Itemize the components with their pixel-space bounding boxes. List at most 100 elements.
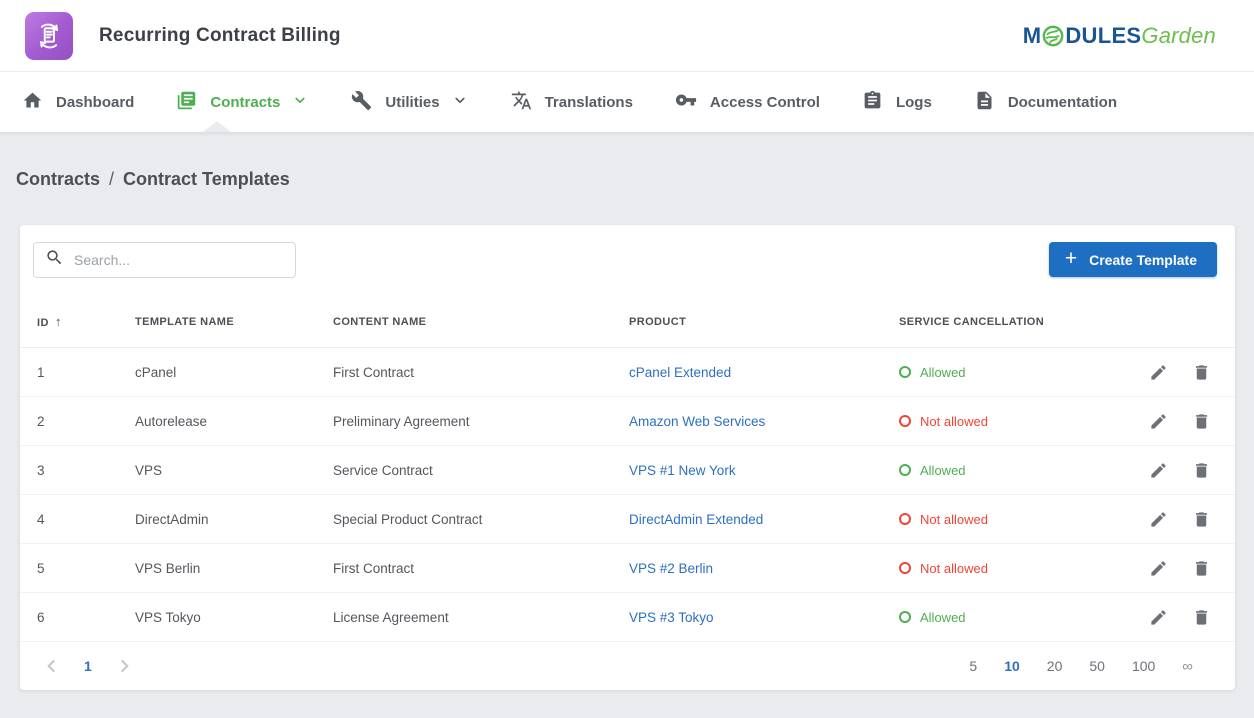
nav-item-utilities[interactable]: Utilities: [351, 90, 468, 115]
breadcrumb-separator: /: [109, 169, 115, 189]
delete-icon[interactable]: [1192, 461, 1211, 480]
table-row: 2 Autorelease Preliminary Agreement Amaz…: [20, 397, 1235, 446]
row-actions: [1093, 510, 1211, 529]
column-header-id[interactable]: ID ↑: [37, 314, 62, 329]
table-row: 3 VPS Service Contract VPS #1 New York A…: [20, 446, 1235, 495]
status-label: Allowed: [920, 364, 966, 380]
globe-icon: [1042, 25, 1064, 47]
row-template-name: VPS Berlin: [135, 560, 201, 576]
create-template-label: Create Template: [1089, 251, 1197, 268]
nav-label: Dashboard: [56, 93, 135, 111]
nav-label: Contracts: [210, 93, 281, 111]
create-template-button[interactable]: + Create Template: [1048, 242, 1217, 277]
table-row: 6 VPS Tokyo License Agreement VPS #3 Tok…: [20, 593, 1235, 642]
row-template-name: DirectAdmin: [135, 511, 209, 527]
cancellation-status: Not allowed: [899, 414, 1093, 429]
search-input[interactable]: [74, 252, 285, 268]
product-link[interactable]: VPS #1 New York: [629, 462, 736, 478]
logo-text-dules: DULES: [1065, 22, 1142, 48]
page-size-option-50[interactable]: 50: [1089, 658, 1105, 674]
edit-icon[interactable]: [1149, 510, 1168, 529]
edit-icon[interactable]: [1149, 412, 1168, 431]
nav-item-translations[interactable]: Translations: [511, 90, 633, 115]
row-actions: [1093, 461, 1211, 480]
edit-icon[interactable]: [1149, 559, 1168, 578]
card-toolbar: + Create Template: [20, 225, 1235, 296]
product-link[interactable]: Amazon Web Services: [629, 413, 766, 429]
plus-icon: +: [1064, 247, 1078, 270]
chevron-right-icon[interactable]: [114, 656, 134, 676]
main-nav: Dashboard Contracts Utilities Transla: [0, 72, 1254, 132]
current-page-number[interactable]: 1: [84, 658, 92, 674]
status-circle-icon: [899, 366, 911, 378]
page-size-option-10[interactable]: 10: [1004, 658, 1020, 674]
app-header: Recurring Contract Billing M DULES Garde…: [0, 0, 1254, 72]
edit-icon[interactable]: [1149, 608, 1168, 627]
row-id: 1: [37, 364, 45, 380]
delete-icon[interactable]: [1192, 559, 1211, 578]
translate-icon: [511, 90, 532, 115]
active-nav-notch: [203, 121, 231, 132]
nav-item-access-control[interactable]: Access Control: [675, 89, 820, 115]
breadcrumb-contracts[interactable]: Contracts: [16, 169, 101, 189]
page-size-option-100[interactable]: 100: [1131, 658, 1156, 674]
column-header-template-name[interactable]: TEMPLATE NAME: [135, 315, 235, 328]
page-size-option-5[interactable]: 5: [969, 658, 978, 674]
pagination-bar: 1 5 10 20 50 100 ∞: [20, 642, 1235, 690]
column-header-product[interactable]: PRODUCT: [629, 315, 687, 328]
logo-text-garden: Garden: [1141, 22, 1216, 48]
templates-card: + Create Template ID↑ TEMPLATE NAME CONT…: [20, 225, 1235, 690]
search-box[interactable]: [33, 242, 296, 278]
page-size-option-20[interactable]: 20: [1046, 658, 1063, 674]
table-row: 4 DirectAdmin Special Product Contract D…: [20, 495, 1235, 544]
nav-label: Logs: [895, 93, 932, 111]
product-link[interactable]: VPS #2 Berlin: [629, 560, 714, 576]
row-id: 5: [37, 560, 45, 576]
edit-icon[interactable]: [1149, 461, 1168, 480]
search-icon: [45, 248, 64, 272]
product-link[interactable]: VPS #3 Tokyo: [629, 609, 714, 625]
nav-label: Utilities: [385, 93, 440, 111]
row-template-name: VPS Tokyo: [135, 609, 201, 625]
delete-icon[interactable]: [1192, 363, 1211, 382]
clipboard-icon: [862, 90, 883, 115]
row-content-name: First Contract: [333, 364, 415, 380]
row-actions: [1093, 412, 1211, 431]
chevron-left-icon[interactable]: [42, 656, 62, 676]
breadcrumb-current-page: Contract Templates: [123, 169, 290, 189]
nav-label: Access Control: [709, 93, 820, 111]
nav-item-logs[interactable]: Logs: [862, 90, 932, 115]
delete-icon[interactable]: [1192, 608, 1211, 627]
nav-label: Translations: [544, 93, 633, 111]
delete-icon[interactable]: [1192, 412, 1211, 431]
status-label: Not allowed: [920, 511, 988, 527]
cancellation-status: Allowed: [899, 610, 1093, 625]
status-label: Allowed: [920, 462, 966, 478]
row-actions: [1093, 608, 1211, 627]
table-header: ID ↑ TEMPLATE NAME CONTENT NAME PRODUCT S…: [20, 296, 1235, 348]
edit-icon[interactable]: [1149, 363, 1168, 382]
nav-item-documentation[interactable]: Documentation: [974, 90, 1117, 115]
document-icon: [974, 90, 995, 115]
status-circle-icon: [899, 513, 911, 525]
key-icon: [675, 89, 697, 115]
modulesgarden-logo: M DULES Garden: [1023, 23, 1216, 49]
row-actions: [1093, 363, 1211, 382]
nav-item-dashboard[interactable]: Dashboard: [22, 90, 134, 115]
page-size-selector: 5 10 20 50 100 ∞: [969, 658, 1193, 675]
breadcrumb: Contracts / Contract Templates: [0, 132, 1254, 190]
row-id: 6: [37, 609, 45, 625]
product-link[interactable]: cPanel Extended: [629, 364, 732, 380]
cancellation-status: Allowed: [899, 463, 1093, 478]
column-header-service-cancellation[interactable]: SERVICE CANCELLATION: [899, 315, 1045, 328]
sort-arrow-icon: ↑: [54, 314, 62, 329]
nav-item-contracts[interactable]: Contracts: [176, 90, 309, 115]
row-id: 3: [37, 462, 45, 478]
delete-icon[interactable]: [1192, 510, 1211, 529]
page-size-option-infinity[interactable]: ∞: [1182, 657, 1193, 675]
column-header-content-name[interactable]: CONTENT NAME: [333, 315, 427, 328]
product-link[interactable]: DirectAdmin Extended: [629, 511, 764, 527]
cancellation-status: Allowed: [899, 365, 1093, 380]
cancellation-status: Not allowed: [899, 561, 1093, 576]
status-label: Not allowed: [920, 413, 988, 429]
